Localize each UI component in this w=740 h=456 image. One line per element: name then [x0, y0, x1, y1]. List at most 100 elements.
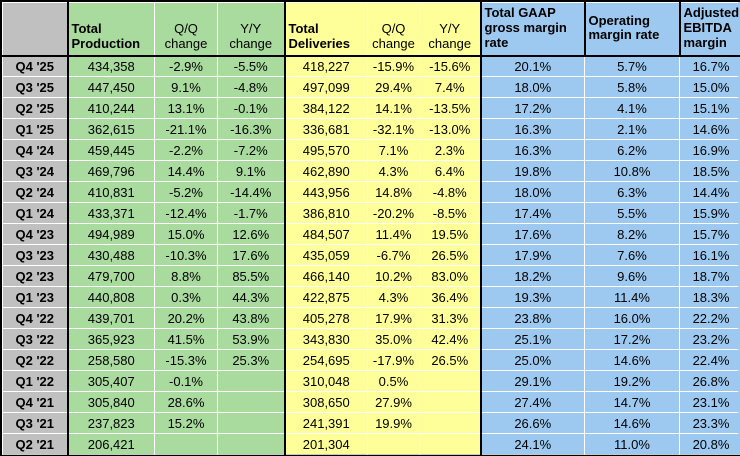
cell-deliveries-qq-change[interactable]: 19.9% — [367, 412, 420, 434]
row-header-quarter[interactable]: Q3 '22 — [2, 328, 69, 350]
cell-production-qq-change[interactable] — [154, 433, 218, 455]
cell-total-production[interactable]: 410,831 — [67, 181, 155, 203]
cell-total-production[interactable]: 258,580 — [67, 349, 155, 371]
cell-gaap-gross-margin[interactable]: 20.1% — [480, 55, 585, 77]
cell-production-qq-change[interactable]: 15.2% — [154, 412, 218, 434]
cell-production-qq-change[interactable]: -2.2% — [154, 139, 218, 161]
header-deliveries-yy-change[interactable]: Y/Y change — [419, 2, 482, 57]
row-header-quarter[interactable]: Q1 '24 — [2, 202, 69, 224]
cell-production-yy-change[interactable]: 43.8% — [217, 307, 286, 329]
header-operating-margin[interactable]: Operating margin rate — [583, 2, 680, 57]
cell-production-qq-change[interactable]: 28.6% — [154, 391, 218, 413]
cell-gaap-gross-margin[interactable]: 17.6% — [480, 223, 585, 245]
cell-production-qq-change[interactable]: 0.3% — [154, 286, 218, 308]
cell-production-qq-change[interactable]: 9.1% — [154, 76, 218, 98]
cell-total-production[interactable]: 469,796 — [67, 160, 155, 182]
cell-deliveries-qq-change[interactable]: 14.8% — [367, 181, 420, 203]
cell-total-deliveries[interactable]: 254,695 — [284, 349, 368, 371]
cell-total-deliveries[interactable]: 343,830 — [284, 328, 368, 350]
cell-total-production[interactable]: 433,371 — [67, 202, 155, 224]
cell-deliveries-qq-change[interactable]: 35.0% — [367, 328, 420, 350]
cell-deliveries-qq-change[interactable]: 27.9% — [367, 391, 420, 413]
cell-production-yy-change[interactable]: -14.4% — [217, 181, 286, 203]
cell-deliveries-yy-change[interactable]: 31.3% — [419, 307, 482, 329]
row-header-quarter[interactable]: Q3 '24 — [2, 160, 69, 182]
row-header-quarter[interactable]: Q4 '25 — [2, 55, 69, 77]
cell-production-yy-change[interactable]: 25.3% — [217, 349, 286, 371]
cell-production-qq-change[interactable]: -10.3% — [154, 244, 218, 266]
cell-production-qq-change[interactable]: 13.1% — [154, 97, 218, 119]
cell-operating-margin[interactable]: 6.2% — [584, 139, 680, 161]
cell-deliveries-qq-change[interactable]: 10.2% — [367, 265, 420, 287]
cell-operating-margin[interactable]: 14.7% — [584, 391, 680, 413]
cell-production-qq-change[interactable]: 14.4% — [154, 160, 218, 182]
cell-production-qq-change[interactable]: 20.2% — [154, 307, 218, 329]
cell-total-deliveries[interactable]: 466,140 — [284, 265, 368, 287]
cell-operating-margin[interactable]: 4.1% — [584, 97, 680, 119]
cell-production-yy-change[interactable]: -5.5% — [217, 55, 286, 77]
cell-adjusted-ebitda-margin[interactable]: 22.2% — [679, 307, 740, 329]
cell-deliveries-yy-change[interactable]: 2.3% — [419, 139, 482, 161]
cell-total-production[interactable]: 430,488 — [67, 244, 155, 266]
cell-operating-margin[interactable]: 11.0% — [584, 433, 680, 455]
cell-production-yy-change[interactable]: 17.6% — [217, 244, 286, 266]
cell-operating-margin[interactable]: 16.0% — [584, 307, 680, 329]
cell-total-deliveries[interactable]: 241,391 — [284, 412, 368, 434]
cell-production-yy-change[interactable]: 85.5% — [217, 265, 286, 287]
cell-production-yy-change[interactable]: -7.2% — [217, 139, 286, 161]
cell-operating-margin[interactable]: 5.7% — [584, 55, 680, 77]
cell-deliveries-yy-change[interactable] — [419, 391, 482, 413]
cell-deliveries-qq-change[interactable]: -6.7% — [367, 244, 420, 266]
cell-deliveries-qq-change[interactable]: 4.3% — [367, 286, 420, 308]
row-header-quarter[interactable]: Q3 '21 — [2, 412, 69, 434]
cell-production-qq-change[interactable]: 41.5% — [154, 328, 218, 350]
cell-production-yy-change[interactable]: -16.3% — [217, 118, 286, 140]
cell-adjusted-ebitda-margin[interactable]: 22.4% — [679, 349, 740, 371]
cell-adjusted-ebitda-margin[interactable]: 23.3% — [679, 412, 740, 434]
corner-cell[interactable] — [2, 2, 69, 57]
cell-operating-margin[interactable]: 5.8% — [584, 76, 680, 98]
cell-deliveries-yy-change[interactable]: 26.5% — [419, 349, 482, 371]
cell-total-deliveries[interactable]: 422,875 — [284, 286, 368, 308]
row-header-quarter[interactable]: Q2 '25 — [2, 97, 69, 119]
cell-production-qq-change[interactable]: -21.1% — [154, 118, 218, 140]
header-deliveries-qq-change[interactable]: Q/Q change — [367, 2, 420, 57]
cell-adjusted-ebitda-margin[interactable]: 15.9% — [679, 202, 740, 224]
cell-adjusted-ebitda-margin[interactable]: 18.7% — [679, 265, 740, 287]
cell-production-yy-change[interactable] — [217, 433, 286, 455]
cell-gaap-gross-margin[interactable]: 19.3% — [480, 286, 585, 308]
cell-adjusted-ebitda-margin[interactable]: 23.2% — [679, 328, 740, 350]
cell-total-deliveries[interactable]: 405,278 — [284, 307, 368, 329]
cell-total-production[interactable]: 305,840 — [67, 391, 155, 413]
cell-gaap-gross-margin[interactable]: 27.4% — [480, 391, 585, 413]
row-header-quarter[interactable]: Q3 '23 — [2, 244, 69, 266]
cell-total-production[interactable]: 237,823 — [67, 412, 155, 434]
header-total-production[interactable]: Total Production — [67, 2, 155, 57]
cell-deliveries-yy-change[interactable]: 36.4% — [419, 286, 482, 308]
cell-gaap-gross-margin[interactable]: 18.0% — [480, 181, 585, 203]
cell-deliveries-yy-change[interactable]: -15.6% — [419, 55, 482, 77]
cell-deliveries-qq-change[interactable]: -32.1% — [367, 118, 420, 140]
cell-operating-margin[interactable]: 19.2% — [584, 370, 680, 392]
cell-gaap-gross-margin[interactable]: 18.0% — [480, 76, 585, 98]
cell-adjusted-ebitda-margin[interactable]: 23.1% — [679, 391, 740, 413]
row-header-quarter[interactable]: Q3 '25 — [2, 76, 69, 98]
cell-operating-margin[interactable]: 9.6% — [584, 265, 680, 287]
cell-deliveries-qq-change[interactable]: -20.2% — [367, 202, 420, 224]
cell-production-qq-change[interactable]: -15.3% — [154, 349, 218, 371]
cell-adjusted-ebitda-margin[interactable]: 26.8% — [679, 370, 740, 392]
cell-gaap-gross-margin[interactable]: 24.1% — [480, 433, 585, 455]
cell-deliveries-yy-change[interactable]: 6.4% — [419, 160, 482, 182]
cell-deliveries-qq-change[interactable]: -17.9% — [367, 349, 420, 371]
cell-gaap-gross-margin[interactable]: 18.2% — [480, 265, 585, 287]
cell-adjusted-ebitda-margin[interactable]: 16.9% — [679, 139, 740, 161]
cell-total-deliveries[interactable]: 484,507 — [284, 223, 368, 245]
cell-operating-margin[interactable]: 11.4% — [584, 286, 680, 308]
cell-operating-margin[interactable]: 5.5% — [584, 202, 680, 224]
cell-adjusted-ebitda-margin[interactable]: 15.1% — [679, 97, 740, 119]
cell-total-deliveries[interactable]: 201,304 — [284, 433, 368, 455]
cell-total-production[interactable]: 439,701 — [67, 307, 155, 329]
cell-total-production[interactable]: 440,808 — [67, 286, 155, 308]
cell-deliveries-yy-change[interactable]: 83.0% — [419, 265, 482, 287]
cell-production-yy-change[interactable]: -4.8% — [217, 76, 286, 98]
